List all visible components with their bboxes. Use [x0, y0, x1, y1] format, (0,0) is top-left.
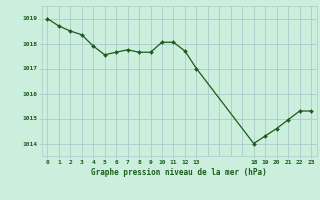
X-axis label: Graphe pression niveau de la mer (hPa): Graphe pression niveau de la mer (hPa): [91, 168, 267, 177]
